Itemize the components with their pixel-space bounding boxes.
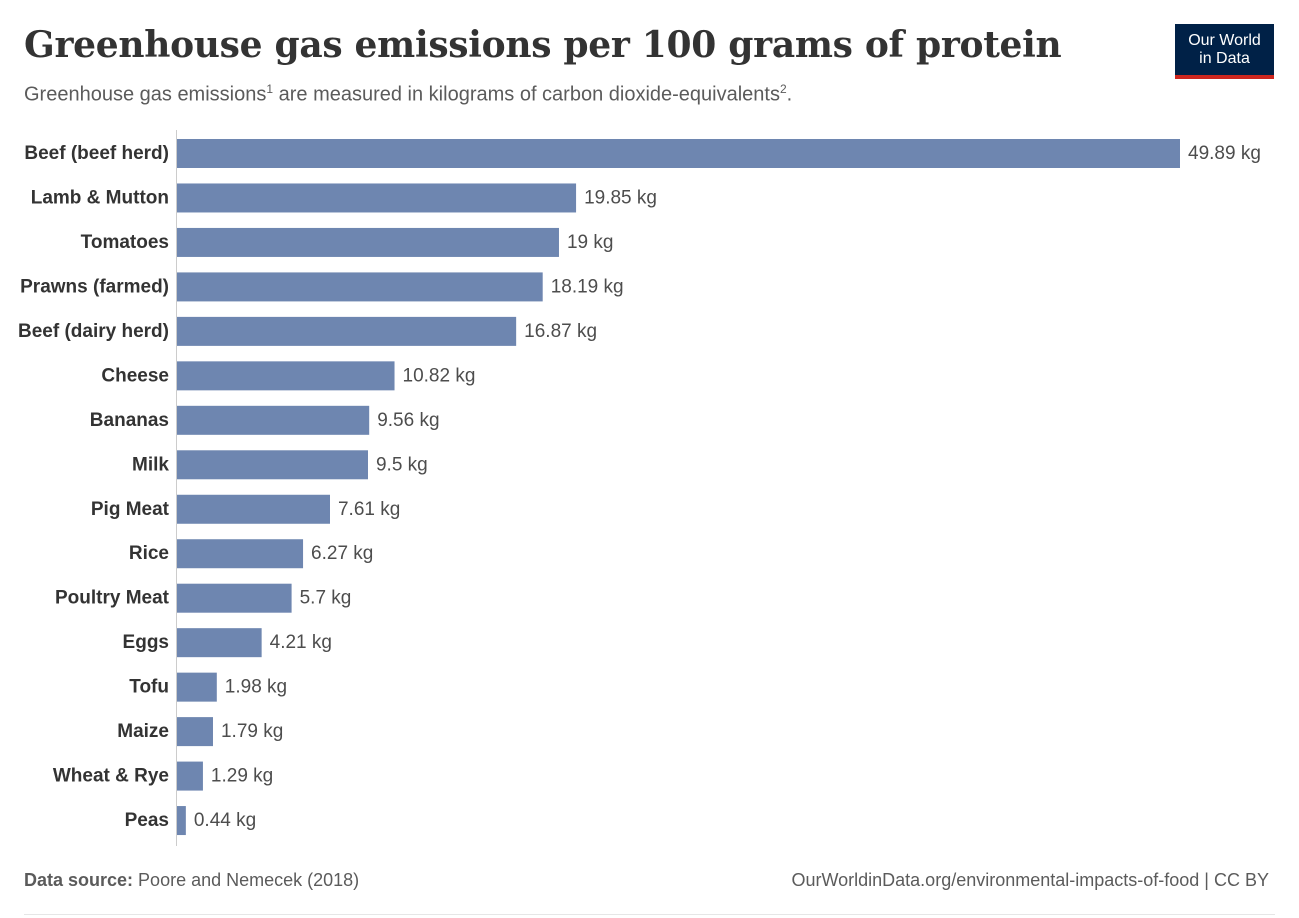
subtitle-text-2: are measured in kilograms of carbon diox… — [273, 83, 780, 106]
category-label: Pig Meat — [91, 499, 170, 520]
logo-line-2: in Data — [1199, 49, 1250, 67]
value-label: 9.56 kg — [377, 410, 439, 431]
category-label: Wheat & Rye — [53, 766, 169, 787]
category-label: Eggs — [123, 632, 169, 653]
bar[interactable] — [177, 628, 262, 658]
bar[interactable] — [177, 405, 370, 435]
value-label: 49.89 kg — [1188, 143, 1261, 164]
chart-subtitle: Greenhouse gas emissions1 are measured i… — [24, 82, 792, 107]
subtitle-text-1: Greenhouse gas emissions — [24, 83, 267, 106]
value-label: 9.5 kg — [376, 454, 428, 475]
value-label: 18.19 kg — [551, 276, 624, 297]
category-label: Peas — [125, 810, 169, 831]
category-label: Tofu — [129, 677, 169, 698]
logo-line-1: Our World — [1188, 31, 1261, 49]
bar[interactable] — [177, 361, 395, 391]
source-url-license[interactable]: OurWorldinData.org/environmental-impacts… — [791, 870, 1269, 890]
owid-logo[interactable]: Our World in Data — [1175, 24, 1274, 79]
value-label: 5.7 kg — [300, 588, 352, 609]
footnote-ref-2[interactable]: 2 — [779, 82, 787, 96]
value-label: 19.85 kg — [584, 187, 657, 208]
category-label: Bananas — [90, 410, 169, 431]
value-label: 10.82 kg — [403, 365, 476, 386]
value-label: 1.29 kg — [211, 766, 273, 787]
bar[interactable] — [177, 672, 217, 702]
bar-chart: Beef (beef herd) 49.89 kg Lamb & Mutton 19.… — [18, 130, 1261, 846]
value-label: 1.98 kg — [225, 677, 287, 698]
value-label: 4.21 kg — [270, 632, 332, 653]
value-label: 16.87 kg — [524, 321, 597, 342]
category-label: Lamb & Mutton — [31, 187, 169, 208]
bar[interactable] — [177, 717, 213, 747]
value-label: 19 kg — [567, 232, 613, 253]
category-label: Poultry Meat — [55, 588, 170, 609]
chart-title: Greenhouse gas emissions per 100 grams o… — [24, 24, 1062, 66]
footnote-ref-1[interactable]: 1 — [266, 82, 274, 96]
bar[interactable] — [177, 539, 304, 569]
data-source-text[interactable]: Poore and Nemecek (2018) — [133, 870, 360, 890]
bar[interactable] — [177, 450, 368, 480]
bar[interactable] — [177, 494, 330, 524]
category-label: Beef (dairy herd) — [18, 321, 169, 342]
category-label: Tomatoes — [81, 232, 169, 253]
subtitle-text-3: . — [786, 83, 793, 106]
value-label: 6.27 kg — [311, 543, 373, 564]
value-label: 0.44 kg — [194, 810, 256, 831]
category-label: Beef (beef herd) — [24, 143, 169, 164]
value-label: 7.61 kg — [338, 499, 400, 520]
bar[interactable] — [177, 183, 577, 213]
footer-divider — [24, 914, 1275, 915]
category-label: Milk — [132, 454, 169, 475]
category-label: Maize — [117, 721, 169, 742]
bar[interactable] — [177, 806, 186, 836]
category-label: Rice — [129, 543, 169, 564]
data-source: Data source: Poore and Nemecek (2018) — [24, 870, 359, 891]
data-source-label: Data source: — [24, 870, 134, 890]
bar[interactable] — [177, 761, 203, 791]
bar[interactable] — [177, 227, 559, 257]
value-label: 1.79 kg — [221, 721, 283, 742]
bar[interactable] — [177, 139, 1180, 168]
category-label: Prawns (farmed) — [20, 276, 169, 297]
bar[interactable] — [177, 583, 292, 613]
bar[interactable] — [177, 272, 543, 302]
bar[interactable] — [177, 316, 517, 346]
category-label: Cheese — [101, 365, 169, 386]
